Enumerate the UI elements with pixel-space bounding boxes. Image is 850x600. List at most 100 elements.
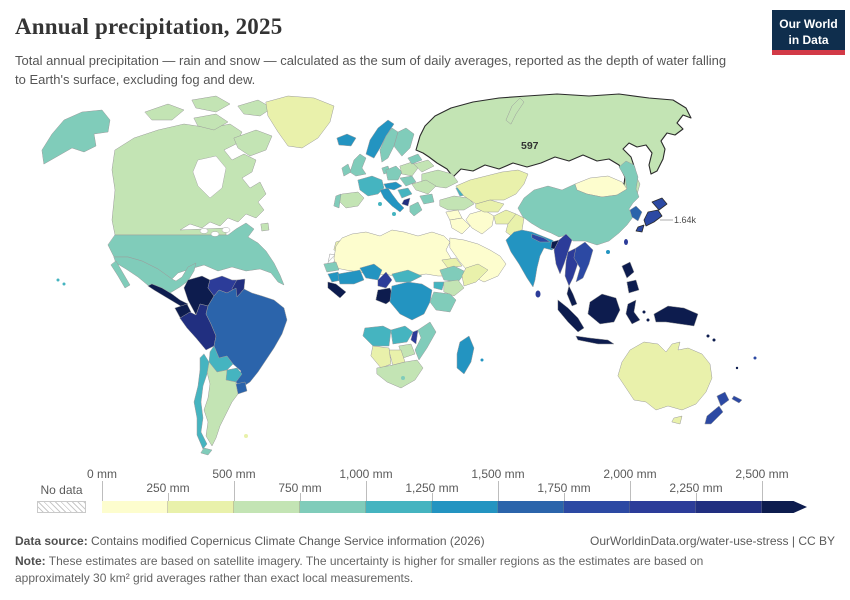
country-mozambique[interactable]	[414, 321, 437, 361]
country-ecuador[interactable]	[174, 303, 192, 320]
country-philippines[interactable]	[626, 279, 640, 294]
country-poland[interactable]	[399, 161, 419, 177]
legend-bin-7[interactable]	[564, 501, 630, 513]
country-south-africa[interactable]	[376, 359, 424, 389]
country-baffin-island[interactable]	[233, 129, 273, 157]
country-new-caledonia[interactable]	[731, 395, 743, 404]
country-somalia[interactable]	[461, 263, 489, 287]
country-falkland-islands[interactable]	[244, 434, 248, 438]
country-angola[interactable]	[362, 325, 392, 347]
country-greenland[interactable]	[265, 95, 335, 149]
legend-bin-10[interactable]	[762, 501, 807, 513]
legend-bin-1[interactable]	[168, 501, 234, 513]
country-south-korea[interactable]	[629, 205, 643, 222]
legend-bin-4[interactable]	[366, 501, 432, 513]
owid-logo[interactable]: Our World in Data	[772, 10, 845, 55]
country-france[interactable]	[357, 175, 385, 197]
country-uganda[interactable]	[433, 281, 445, 291]
country-borneo[interactable]	[587, 293, 621, 325]
country-central-african-republic[interactable]	[391, 269, 423, 283]
region-baltics[interactable]	[407, 153, 423, 165]
arctic-island[interactable]	[237, 99, 273, 117]
country-namibia[interactable]	[370, 345, 392, 369]
country-malawi[interactable]	[410, 329, 419, 345]
country-japan-hokkaido[interactable]	[651, 197, 668, 211]
country-senegal[interactable]	[323, 261, 340, 273]
country-iraq[interactable]	[449, 217, 471, 235]
arctic-island[interactable]	[144, 103, 185, 121]
country-iceland[interactable]	[336, 133, 357, 147]
country-saudi-arabia[interactable]	[449, 237, 507, 283]
country-new-guinea[interactable]	[653, 305, 699, 327]
country-sardinia[interactable]	[378, 202, 382, 206]
attribution-link[interactable]: OurWorldinData.org/water-use-stress | CC…	[590, 534, 835, 548]
island-dot[interactable]	[480, 358, 484, 362]
country-russia[interactable]	[415, 93, 692, 204]
country-germany[interactable]	[385, 165, 403, 181]
legend-bin-3[interactable]	[300, 501, 366, 513]
region-balkans[interactable]	[397, 187, 413, 199]
island-dot[interactable]	[735, 366, 739, 370]
region-uzbekistan-turkmenistan[interactable]	[475, 199, 505, 213]
country-newfoundland[interactable]	[260, 222, 270, 232]
country-montenegro-albania[interactable]	[401, 197, 411, 207]
country-new-zealand-south[interactable]	[704, 405, 724, 425]
country-chile[interactable]	[193, 353, 210, 450]
country-india[interactable]	[505, 229, 559, 288]
country-belarus[interactable]	[413, 159, 435, 173]
country-czechia[interactable]	[399, 175, 417, 187]
island-dot[interactable]	[712, 338, 716, 342]
country-dr-congo[interactable]	[389, 281, 433, 321]
country-greece[interactable]	[409, 201, 423, 217]
country-taiwan[interactable]	[624, 239, 628, 245]
legend-no-data-swatch[interactable]	[37, 501, 86, 513]
country-finland[interactable]	[393, 127, 415, 157]
country-ireland[interactable]	[341, 163, 352, 177]
legend-bin-5[interactable]	[432, 501, 498, 513]
country-sicily[interactable]	[392, 212, 396, 216]
legend-bin-9[interactable]	[696, 501, 762, 513]
region-eritrea-djibouti[interactable]	[441, 257, 463, 269]
country-brazil[interactable]	[205, 287, 288, 389]
country-japan-kyushu[interactable]	[635, 224, 645, 233]
legend-bin-0[interactable]	[102, 501, 168, 513]
region-sierra-leone-liberia[interactable]	[327, 281, 347, 299]
arctic-island[interactable]	[191, 95, 231, 113]
country-java[interactable]	[575, 335, 615, 345]
region-tierra-del-fuego[interactable]	[200, 447, 213, 456]
country-norway[interactable]	[365, 119, 395, 159]
country-sumatra[interactable]	[557, 299, 585, 333]
region-laos-vietnam[interactable]	[573, 241, 594, 283]
island-dot[interactable]	[642, 310, 646, 314]
legend-bin-2[interactable]	[234, 501, 300, 513]
country-hawaii[interactable]	[56, 278, 60, 282]
country-china[interactable]	[517, 160, 640, 246]
country-myanmar[interactable]	[553, 233, 573, 275]
country-philippines[interactable]	[621, 261, 635, 279]
region-hungary-romania[interactable]	[411, 179, 437, 195]
region-sahara-north-africa[interactable]	[333, 229, 457, 279]
country-kenya[interactable]	[443, 279, 465, 297]
country-baja-california[interactable]	[110, 260, 131, 289]
country-turkey[interactable]	[439, 195, 475, 211]
country-mexico[interactable]	[113, 256, 197, 294]
region-cote-divoire-ghana[interactable]	[337, 269, 365, 285]
country-iran[interactable]	[465, 209, 495, 235]
country-spain[interactable]	[337, 191, 365, 209]
country-sulawesi[interactable]	[625, 299, 641, 325]
region-alps[interactable]	[383, 181, 403, 191]
country-zambia[interactable]	[390, 325, 414, 345]
country-madagascar[interactable]	[456, 335, 475, 375]
country-portugal[interactable]	[333, 193, 342, 209]
country-tanzania[interactable]	[429, 291, 457, 313]
island-dot[interactable]	[646, 318, 650, 322]
arctic-island[interactable]	[193, 113, 229, 131]
country-united-kingdom[interactable]	[349, 153, 367, 177]
country-australia[interactable]	[617, 341, 713, 411]
country-hawaii[interactable]	[62, 282, 66, 286]
legend-bin-6[interactable]	[498, 501, 564, 513]
country-argentina[interactable]	[203, 361, 239, 447]
country-nepal[interactable]	[531, 233, 551, 243]
island-dot[interactable]	[706, 334, 710, 338]
country-novaya-zemlya[interactable]	[505, 97, 525, 125]
